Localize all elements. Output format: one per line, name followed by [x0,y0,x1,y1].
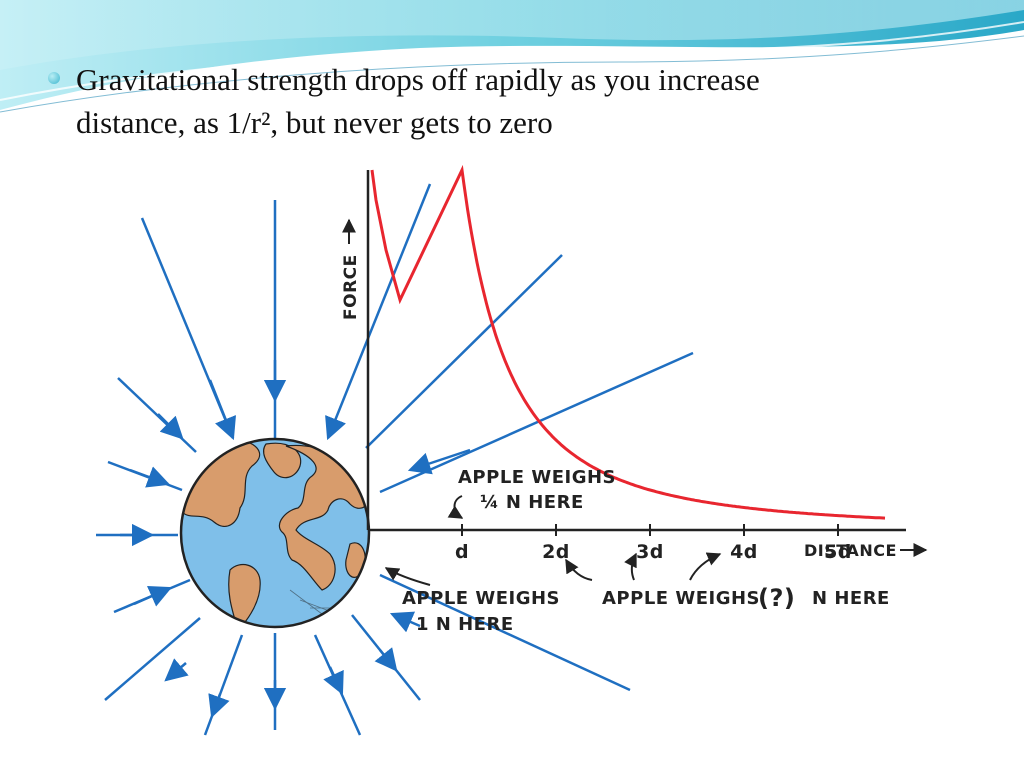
bullet-text: Gravitational strength drops off rapidly… [76,58,976,144]
bullet-dot [48,72,60,84]
earth-globe [179,437,371,629]
gravity-figure: FORCE DISTANCE d 2d 3d 4d 5d APPLE WEIGHS ¼ … [90,160,930,744]
note-one-line-2: 1 N HERE [416,614,514,635]
header-wave-decoration [0,0,1024,113]
note-one-line-1: APPLE WEIGHS [402,588,560,609]
note-quarter-line-2: ¼ N HERE [480,492,584,513]
bullet-text-line-2: distance, as 1/r², but never gets to zer… [76,105,553,140]
note-unknown-part-1: APPLE WEIGHS [602,588,760,609]
field-line [325,183,432,441]
x-tick-label: 4d [730,541,758,563]
field-line [203,634,244,736]
x-tick-label: 5d [824,541,852,563]
force-curve [370,164,886,520]
y-axis-label: FORCE [341,254,361,320]
note-unknown-part-3: N HERE [812,588,890,609]
field-line [365,254,563,449]
field-line [117,377,197,453]
x-tick-label: d [455,541,469,563]
gravitational-field-lines [96,183,694,736]
note-unknown-part-2: (?) [758,584,795,612]
field-line [104,617,201,701]
field-line [379,573,631,692]
x-axis-label: DISTANCE [804,541,897,560]
note-quarter-line-1: APPLE WEIGHS [458,467,616,488]
bullet-text-line-1: Gravitational strength drops off rapidly… [76,62,760,97]
x-tick-label: 3d [636,541,664,563]
x-tick-label: 2d [542,541,570,563]
